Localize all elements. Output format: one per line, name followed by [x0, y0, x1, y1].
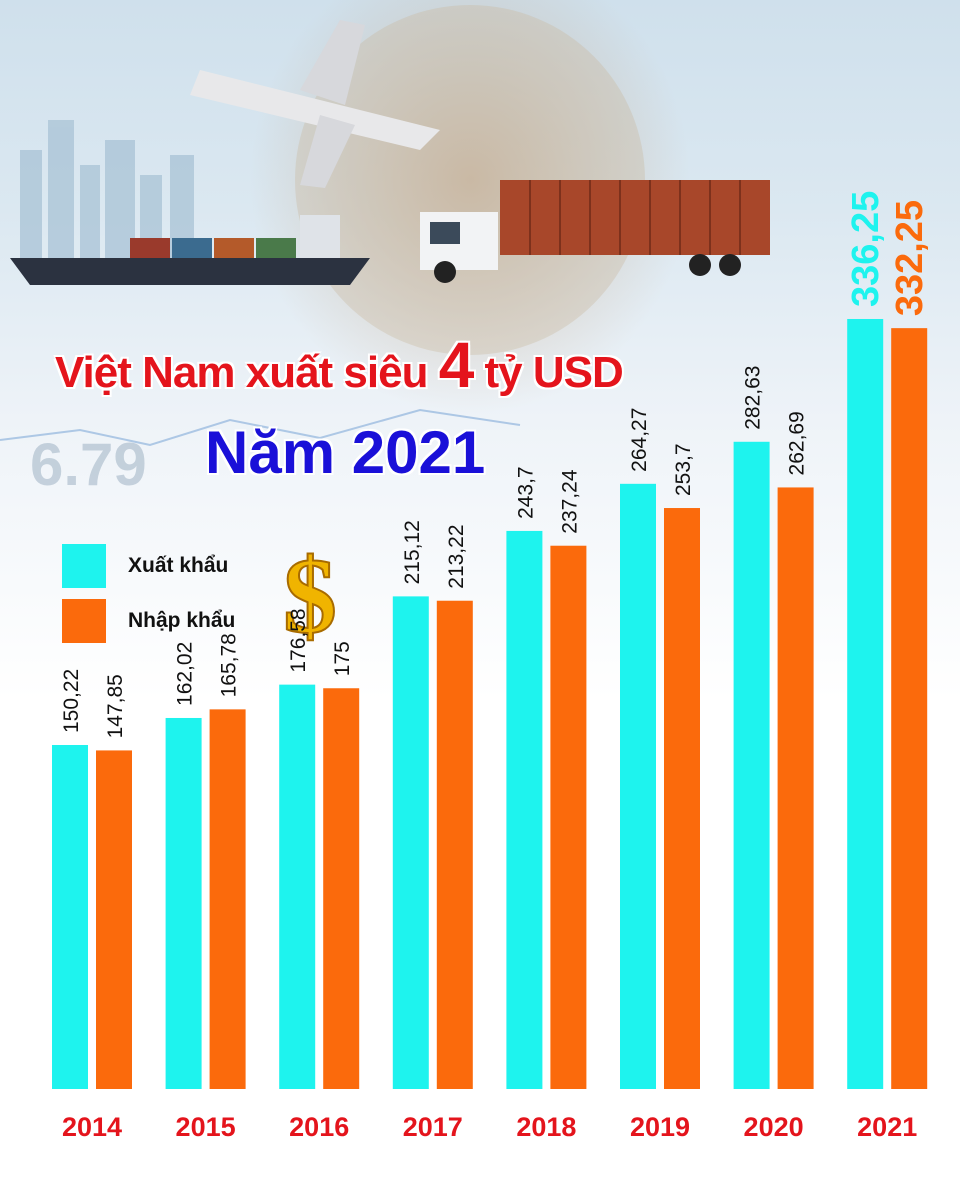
title-highlight-number: 4 [438, 329, 475, 401]
bar-import-2015 [209, 709, 246, 1089]
x-tick-label-2019: 2019 [630, 1112, 690, 1142]
svg-text:6.79: 6.79 [30, 431, 147, 498]
bar-export-2017 [392, 596, 429, 1089]
data-label-import-2017: 213,22 [445, 524, 468, 588]
x-tick-label-2017: 2017 [403, 1112, 463, 1142]
airplane-icon [190, 20, 440, 188]
bar-import-2017 [436, 600, 473, 1089]
hero-banner: 6.79 Việt Nam xuất siêu 4 tỷ USD Năm 202… [0, 0, 960, 700]
bar-export-2016 [279, 684, 316, 1089]
x-tick-label-2020: 2020 [744, 1112, 804, 1142]
data-label-import-2021: 332,25 [889, 200, 931, 316]
bar-export-2018 [506, 530, 543, 1089]
globe-icon [295, 5, 645, 355]
bar-export-2015 [165, 717, 202, 1089]
x-tick-label-2015: 2015 [176, 1112, 236, 1142]
data-label-import-2020: 262,69 [786, 411, 809, 475]
svg-text:$: $ [283, 540, 337, 650]
x-tick-label-2014: 2014 [62, 1112, 122, 1142]
bar-export-2019 [620, 483, 656, 1090]
data-label-export-2016: 176,58 [287, 608, 310, 672]
data-label-export-2019: 264,27 [628, 408, 651, 472]
x-tick-label-2021: 2021 [857, 1112, 917, 1142]
bar-import-2021 [891, 328, 928, 1090]
title-suffix: tỷ USD [473, 348, 624, 397]
data-label-export-2020: 282,63 [742, 366, 765, 430]
bar-import-2019 [664, 508, 700, 1090]
data-label-export-2018: 243,7 [514, 466, 537, 519]
hero-illustration: 6.79 [0, 5, 770, 498]
bar-import-2018 [550, 545, 587, 1089]
bar-import-2016 [323, 688, 360, 1089]
data-label-export-2015: 162,02 [174, 642, 197, 706]
stock-ticker-background: 6.79 [30, 431, 147, 498]
cargo-ship-icon [10, 215, 370, 285]
dollar-icon: $ [282, 540, 338, 650]
bar-import-2020 [777, 487, 814, 1089]
bar-export-2020 [733, 441, 770, 1089]
bar-import-2014 [96, 750, 132, 1089]
title-line1: Việt Nam xuất siêu 4 tỷ USD [55, 328, 755, 402]
legend-item-import: Nhập khẩu [62, 599, 235, 643]
container-truck-icon [420, 180, 770, 283]
legend-label-import: Nhập khẩu [128, 609, 236, 632]
data-label-import-2016: 175 [331, 641, 354, 676]
legend-swatch-export [62, 544, 106, 588]
data-label-export-2017: 215,12 [401, 520, 424, 584]
legend-item-export: Xuất khẩu [62, 544, 228, 588]
bar-export-2021 [847, 318, 884, 1089]
data-label-import-2014: 147,85 [104, 674, 127, 738]
data-label-import-2018: 237,24 [558, 469, 581, 534]
data-label-export-2014: 150,22 [60, 669, 83, 733]
data-label-import-2015: 165,78 [218, 633, 241, 697]
x-tick-label-2016: 2016 [289, 1112, 349, 1142]
legend-label-export: Xuất khẩu [128, 554, 229, 577]
data-label-export-2021: 336,25 [845, 191, 887, 307]
x-tick-label-2018: 2018 [516, 1112, 576, 1142]
title-line2: Năm 2021 [205, 419, 486, 486]
title-prefix: Việt Nam xuất siêu [55, 348, 439, 397]
data-label-import-2019: 253,7 [672, 443, 695, 496]
bar-export-2014 [52, 744, 88, 1089]
legend-swatch-import [62, 599, 106, 643]
